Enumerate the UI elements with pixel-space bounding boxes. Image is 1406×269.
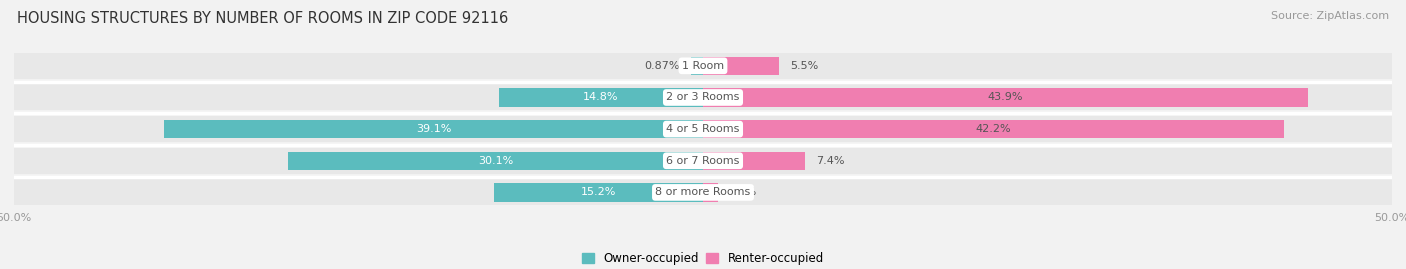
Text: 4 or 5 Rooms: 4 or 5 Rooms: [666, 124, 740, 134]
Text: 5.5%: 5.5%: [790, 61, 818, 71]
Text: 43.9%: 43.9%: [987, 93, 1024, 102]
Text: 8 or more Rooms: 8 or more Rooms: [655, 187, 751, 197]
Bar: [165, 120, 703, 138]
Bar: [499, 88, 703, 107]
Text: 14.8%: 14.8%: [583, 93, 619, 102]
Bar: [703, 88, 1308, 107]
Bar: [14, 116, 1392, 142]
Text: 1 Room: 1 Room: [682, 61, 724, 71]
Bar: [14, 148, 1392, 174]
Text: 30.1%: 30.1%: [478, 156, 513, 166]
Text: 0.87%: 0.87%: [644, 61, 681, 71]
Bar: [494, 183, 703, 201]
Text: HOUSING STRUCTURES BY NUMBER OF ROOMS IN ZIP CODE 92116: HOUSING STRUCTURES BY NUMBER OF ROOMS IN…: [17, 11, 508, 26]
Bar: [690, 57, 703, 75]
Bar: [703, 120, 1285, 138]
Bar: [14, 179, 1392, 206]
Text: 1.1%: 1.1%: [730, 187, 758, 197]
Bar: [288, 152, 703, 170]
Text: 6 or 7 Rooms: 6 or 7 Rooms: [666, 156, 740, 166]
Text: 39.1%: 39.1%: [416, 124, 451, 134]
Text: 42.2%: 42.2%: [976, 124, 1011, 134]
Bar: [703, 183, 718, 201]
Bar: [14, 84, 1392, 111]
Bar: [703, 57, 779, 75]
Legend: Owner-occupied, Renter-occupied: Owner-occupied, Renter-occupied: [582, 252, 824, 265]
Bar: [703, 152, 806, 170]
Text: Source: ZipAtlas.com: Source: ZipAtlas.com: [1271, 11, 1389, 21]
Text: 15.2%: 15.2%: [581, 187, 616, 197]
Text: 2 or 3 Rooms: 2 or 3 Rooms: [666, 93, 740, 102]
Text: 7.4%: 7.4%: [815, 156, 845, 166]
Bar: [14, 53, 1392, 79]
